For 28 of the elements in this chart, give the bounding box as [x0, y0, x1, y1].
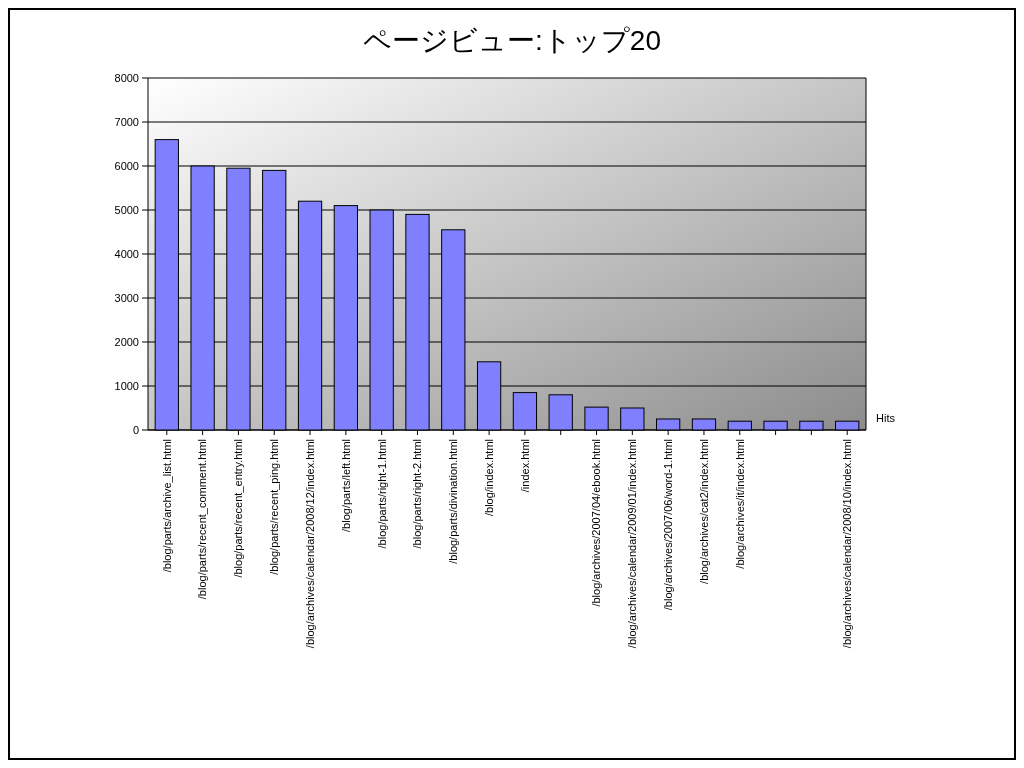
y-tick-label: 8000	[114, 71, 139, 84]
x-tick-label: /blog/archives/2007/06/word-1.html	[662, 439, 674, 611]
x-tick-label: /blog/archives/cat2/index.html	[697, 439, 710, 584]
y-tick-label: 6000	[114, 159, 139, 172]
x-tick-label: /blog/index.html	[482, 439, 495, 517]
x-tick-label: /blog/parts/archive_list.html	[160, 439, 173, 573]
y-tick-label: 3000	[114, 291, 139, 304]
x-tick-label: /index.html	[518, 439, 531, 493]
y-tick-label: 4000	[114, 247, 139, 260]
x-tick-label: /blog/archives/calendar/2008/12/index.html	[303, 439, 316, 649]
x-tick-label: /blog/parts/recent_entry.html	[232, 439, 245, 578]
y-tick-label: 0	[132, 423, 139, 436]
x-tick-label: /blog/archives/calendar/2009/01/index.html	[626, 439, 639, 649]
x-tick-label: /blog/parts/recent_ping.html	[268, 439, 281, 575]
x-tick-label: /blog/parts/recent_comment.html	[196, 439, 209, 600]
x-tick-label: /blog/archives/calendar/2008/10/index.html	[841, 439, 854, 649]
y-tick-label: 5000	[114, 203, 139, 216]
x-tick-label: /blog/parts/right-2.html	[411, 439, 424, 549]
x-tick-label: /blog/parts/right-1.html	[375, 439, 388, 549]
y-tick-label: 2000	[114, 335, 139, 348]
x-tick-label: /blog/parts/left.html	[339, 439, 352, 532]
x-tick-label: /blog/archives/it/index.html	[733, 439, 746, 569]
y-tick-label: 7000	[114, 115, 139, 128]
x-tick-label: /blog/parts/divination.html	[447, 439, 460, 564]
x-tick-label: /blog/archives/2007/04/ebook.html	[590, 439, 603, 607]
chart-title: ページビュー:トップ20	[363, 25, 661, 56]
y-tick-label: 1000	[114, 379, 139, 392]
series-label: Hits	[876, 412, 896, 424]
